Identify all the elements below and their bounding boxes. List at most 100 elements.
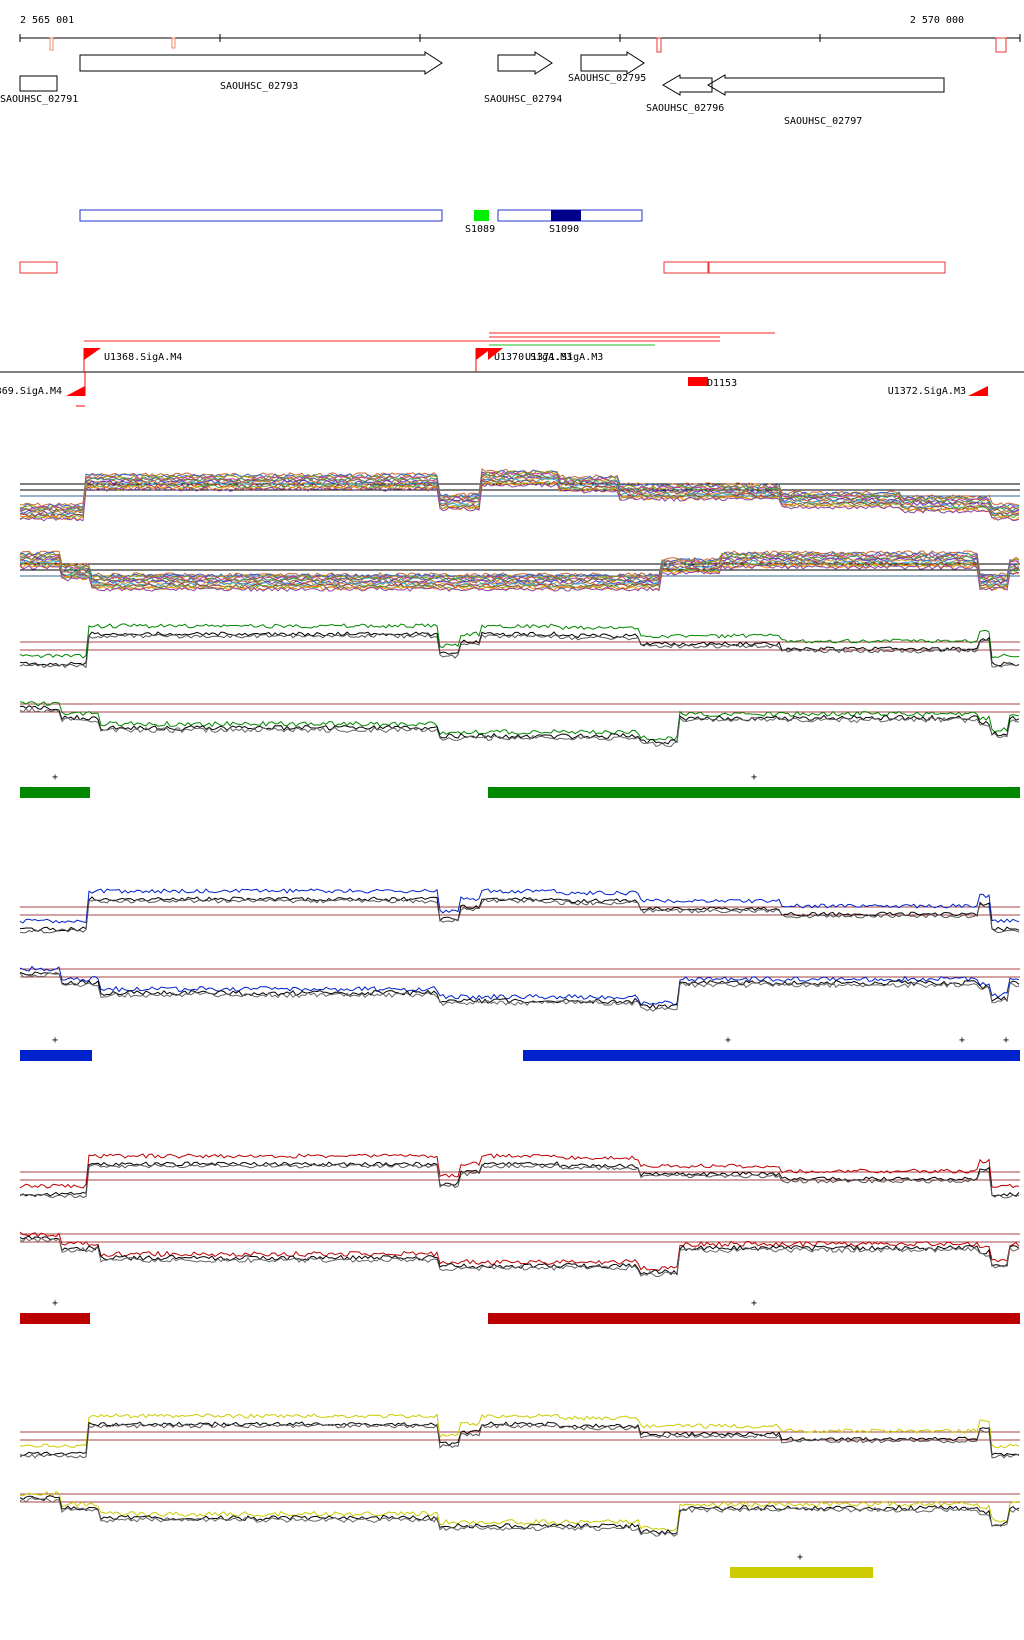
signal-line bbox=[19, 1423, 1020, 1459]
feature-track: S1089 S1090 bbox=[79, 209, 643, 235]
promoter-label: U1370.SigA.M3 bbox=[494, 352, 572, 363]
condition-panel-green bbox=[19, 623, 1020, 748]
plus-marker: + bbox=[52, 772, 58, 783]
s1089-feature[interactable] bbox=[474, 210, 489, 221]
signal-line bbox=[19, 896, 1020, 932]
gene-saouhsc-02795[interactable]: SAOUHSC_02795 bbox=[568, 51, 646, 84]
signal-line bbox=[19, 898, 1020, 934]
promoter-label: D1153 bbox=[707, 378, 737, 389]
signal-line bbox=[19, 469, 1020, 509]
signal-line bbox=[19, 971, 1020, 1010]
gene-label: SAOUHSC_02796 bbox=[646, 103, 724, 114]
plus-marker: + bbox=[1003, 1035, 1009, 1046]
signal-line bbox=[19, 477, 1020, 517]
promoter-label: U1372.SigA.M3 bbox=[888, 386, 966, 397]
promoter-label: U1369.SigA.M4 bbox=[0, 386, 62, 397]
signal-line bbox=[19, 1497, 1020, 1537]
multi-track-forward bbox=[19, 467, 1020, 522]
signal-line bbox=[19, 467, 1020, 507]
blue-feature-box[interactable] bbox=[79, 209, 443, 222]
signal-line bbox=[19, 1495, 1020, 1535]
signal-line bbox=[19, 972, 1020, 1012]
promoter-u1369[interactable]: U1369.SigA.M4 bbox=[0, 372, 86, 407]
signal-line bbox=[19, 560, 1020, 589]
expression-bar[interactable] bbox=[20, 1050, 92, 1061]
signal-line bbox=[19, 479, 1020, 519]
signal-line bbox=[19, 631, 1020, 667]
gene-label: SAOUHSC_02797 bbox=[784, 116, 862, 127]
condition-panel-red bbox=[19, 1153, 1020, 1278]
plus-marker: + bbox=[52, 1298, 58, 1309]
signal-line bbox=[19, 1421, 1020, 1457]
plus-marker: + bbox=[725, 1035, 731, 1046]
signal-line bbox=[19, 551, 1020, 579]
s1090-feature[interactable] bbox=[551, 210, 581, 221]
signal-line bbox=[19, 1153, 1020, 1189]
signal-line bbox=[19, 564, 1020, 593]
gene-label: SAOUHSC_02795 bbox=[568, 73, 646, 84]
promoter-label: U1368.SigA.M4 bbox=[104, 352, 182, 363]
gene-label: SAOUHSC_02793 bbox=[220, 81, 298, 92]
promoter-d1153[interactable]: D1153 bbox=[688, 377, 737, 389]
promoter-u1372[interactable]: U1372.SigA.M3 bbox=[888, 372, 988, 397]
signal-line bbox=[19, 1237, 1020, 1278]
gene-saouhsc-02794[interactable]: SAOUHSC_02794 bbox=[484, 51, 562, 105]
gene-label: SAOUHSC_02791 bbox=[0, 94, 78, 105]
coordinate-axis: 2 565 001 2 570 000 bbox=[19, 15, 1021, 53]
expression-bar[interactable] bbox=[488, 1313, 1020, 1324]
expression-bar[interactable] bbox=[523, 1050, 1020, 1061]
gene-track: SAOUHSC_02791 SAOUHSC_02793 SAOUHSC_0279… bbox=[0, 51, 945, 127]
signal-line bbox=[19, 471, 1020, 511]
promoter-u1368[interactable]: U1368.SigA.M4 bbox=[83, 348, 182, 372]
signal-line bbox=[19, 633, 1020, 669]
gene-saouhsc-02791[interactable]: SAOUHSC_02791 bbox=[0, 75, 78, 105]
plus-marker: + bbox=[751, 1298, 757, 1309]
signal-line bbox=[19, 965, 1020, 1006]
signal-line bbox=[19, 553, 1020, 582]
condition-panel-yellow bbox=[19, 1413, 1020, 1537]
signal-line bbox=[19, 476, 1020, 516]
expression-bar[interactable] bbox=[730, 1567, 873, 1578]
axis-end-label: 2 570 000 bbox=[910, 15, 964, 26]
s1089-label: S1089 bbox=[465, 224, 495, 235]
axis-start-label: 2 565 001 bbox=[20, 15, 74, 26]
plus-marker: + bbox=[797, 1552, 803, 1563]
signal-line bbox=[19, 482, 1020, 522]
signal-line bbox=[19, 707, 1020, 748]
signal-line bbox=[19, 888, 1020, 924]
signal-line bbox=[19, 481, 1020, 521]
condition-bars: + + + + + + + + + bbox=[20, 772, 1020, 1578]
signal-line bbox=[19, 1161, 1020, 1197]
s1090-label: S1090 bbox=[549, 224, 579, 235]
expression-bar[interactable] bbox=[488, 787, 1020, 798]
gene-label: SAOUHSC_02794 bbox=[484, 94, 562, 105]
promoter-track: U1368.SigA.M4 U1369.SigA.M4 U1370.SigA.M… bbox=[0, 332, 1024, 407]
expression-bar[interactable] bbox=[20, 787, 90, 798]
plus-marker: + bbox=[52, 1035, 58, 1046]
signal-line bbox=[19, 555, 1020, 584]
gene-saouhsc-02796[interactable]: SAOUHSC_02796 bbox=[646, 74, 724, 114]
signal-panels bbox=[19, 467, 1020, 1537]
promoter-u1370[interactable]: U1370.SigA.M3 bbox=[475, 348, 572, 372]
plus-marker: + bbox=[751, 772, 757, 783]
gene-saouhsc-02793[interactable]: SAOUHSC_02793 bbox=[79, 51, 443, 92]
gene-saouhsc-02797[interactable]: SAOUHSC_02797 bbox=[707, 74, 945, 127]
signal-line bbox=[19, 1163, 1020, 1199]
signal-line bbox=[19, 552, 1020, 580]
signal-line bbox=[19, 623, 1020, 659]
plus-marker: + bbox=[959, 1035, 965, 1046]
signal-line bbox=[19, 701, 1020, 741]
signal-line bbox=[19, 1490, 1020, 1531]
expression-bar[interactable] bbox=[20, 1313, 90, 1324]
red-outline-track bbox=[19, 261, 946, 274]
promoter-u1371[interactable]: U1371.SigA.M3 bbox=[488, 348, 603, 372]
condition-panel-blue bbox=[19, 888, 1020, 1012]
promoter-label: U1371.SigA.M3 bbox=[525, 352, 603, 363]
signal-line bbox=[19, 705, 1020, 745]
multi-track-reverse bbox=[19, 550, 1020, 593]
signal-line bbox=[19, 1231, 1020, 1272]
signal-line bbox=[19, 1235, 1020, 1276]
signal-line bbox=[19, 1413, 1020, 1449]
signal-line bbox=[19, 563, 1020, 591]
